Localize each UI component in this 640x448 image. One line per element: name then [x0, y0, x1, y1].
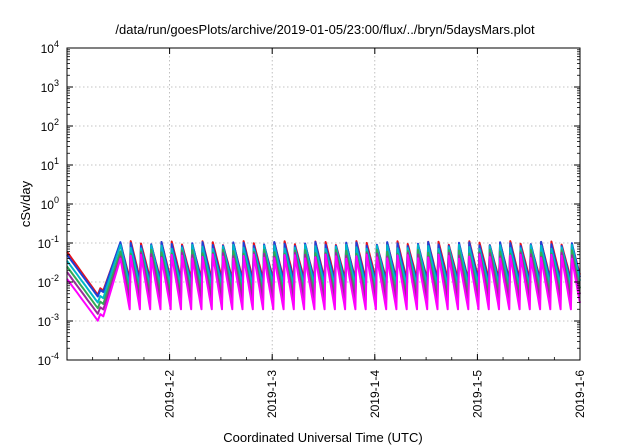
- grid: [67, 48, 580, 360]
- y-tick-label: 102: [41, 117, 59, 134]
- y-axis-label: cSv/day: [18, 180, 33, 227]
- x-tick-label: 2019-1-5: [470, 370, 484, 418]
- y-tick-label: 104: [41, 39, 59, 56]
- y-tick-label: 10-3: [38, 312, 59, 329]
- y-tick-label: 10-4: [38, 351, 59, 368]
- y-tick-label: 100: [41, 195, 59, 212]
- x-tick-label: 2019-1-4: [368, 370, 382, 418]
- y-tick-label: 103: [41, 78, 59, 95]
- x-tick-label: 2019-1-6: [573, 370, 587, 418]
- chart-title: /data/run/goesPlots/archive/2019-01-05/2…: [115, 22, 535, 37]
- x-tick-label: 2019-1-3: [265, 370, 279, 418]
- x-axis: 2019-1-2 2019-1-3 2019-1-4 2019-1-5 2019-1-6: [66, 48, 587, 418]
- y-tick-label: 10-1: [38, 234, 59, 251]
- y-axis: 104 103 102 101 100 10-1 10-2 10-3 10-4: [38, 39, 580, 368]
- x-tick-label: 2019-1-2: [163, 370, 177, 418]
- series-layer: [66, 240, 581, 322]
- y-tick-label: 10-2: [38, 273, 59, 290]
- x-axis-label: Coordinated Universal Time (UTC): [223, 430, 422, 445]
- y-tick-label: 101: [41, 156, 59, 173]
- series-line: [66, 253, 581, 322]
